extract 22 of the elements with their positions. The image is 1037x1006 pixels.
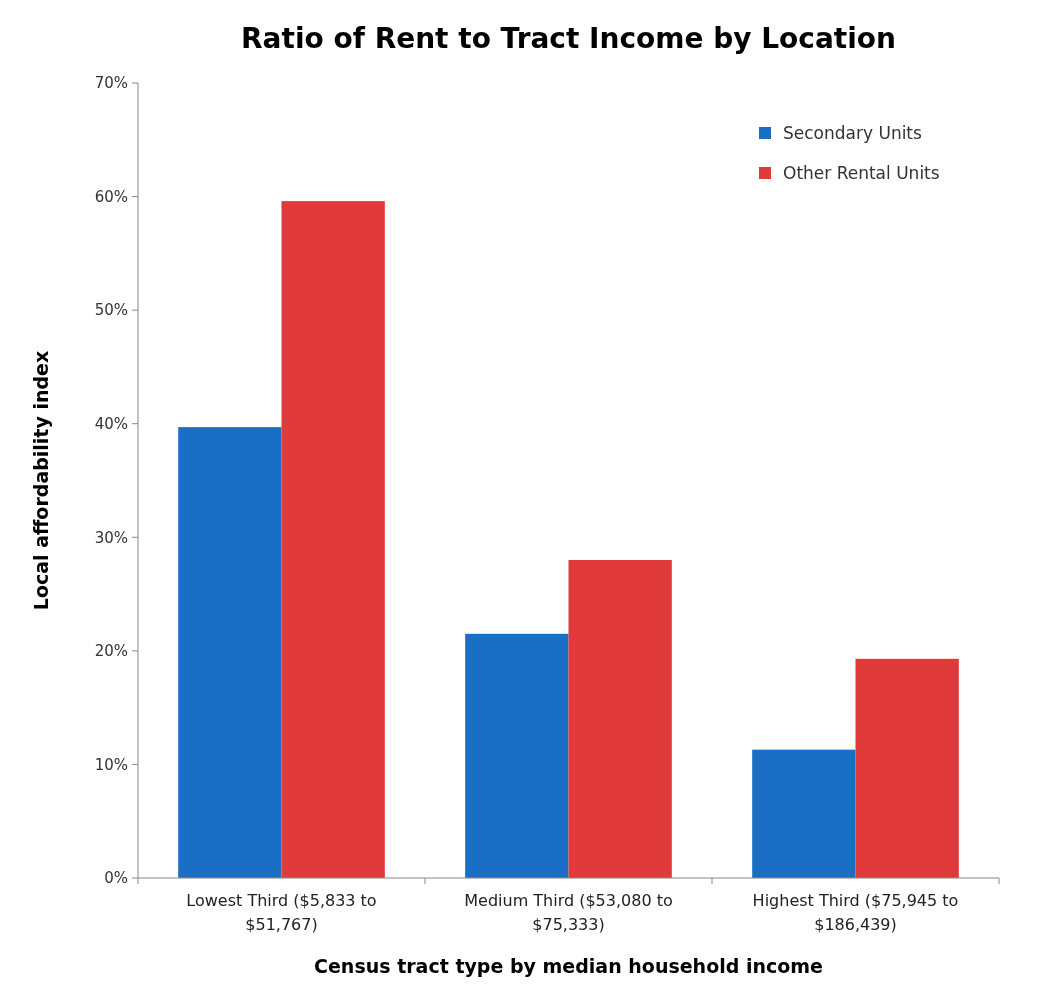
y-axis-title: Local affordability index xyxy=(30,350,52,611)
bar xyxy=(855,658,959,878)
y-tick-label: 40% xyxy=(94,414,128,433)
x-axis-title: Census tract type by median household income xyxy=(314,955,823,977)
y-tick-label: 10% xyxy=(94,755,128,774)
bar xyxy=(752,749,856,878)
y-tick-label: 0% xyxy=(104,869,128,888)
y-tick-label: 70% xyxy=(94,74,128,93)
bar xyxy=(281,201,385,878)
y-tick-label: 20% xyxy=(94,642,128,661)
x-tick-label: Highest Third ($75,945 to $186,439) xyxy=(752,891,959,934)
legend-label: Other Rental Units xyxy=(783,162,940,183)
legend-label: Secondary Units xyxy=(783,122,923,143)
y-tick-label: 30% xyxy=(94,528,128,547)
y-tick-label: 60% xyxy=(94,187,128,206)
bar xyxy=(568,560,672,878)
y-tick-label: 50% xyxy=(94,301,128,320)
bar xyxy=(465,633,569,878)
x-tick-label: Medium Third ($53,080 to $75,333) xyxy=(464,891,673,934)
chart-title: Ratio of Rent to Tract Income by Location xyxy=(241,22,896,55)
x-tick-label: Lowest Third ($5,833 to $51,767) xyxy=(186,891,377,934)
bar xyxy=(178,427,282,878)
